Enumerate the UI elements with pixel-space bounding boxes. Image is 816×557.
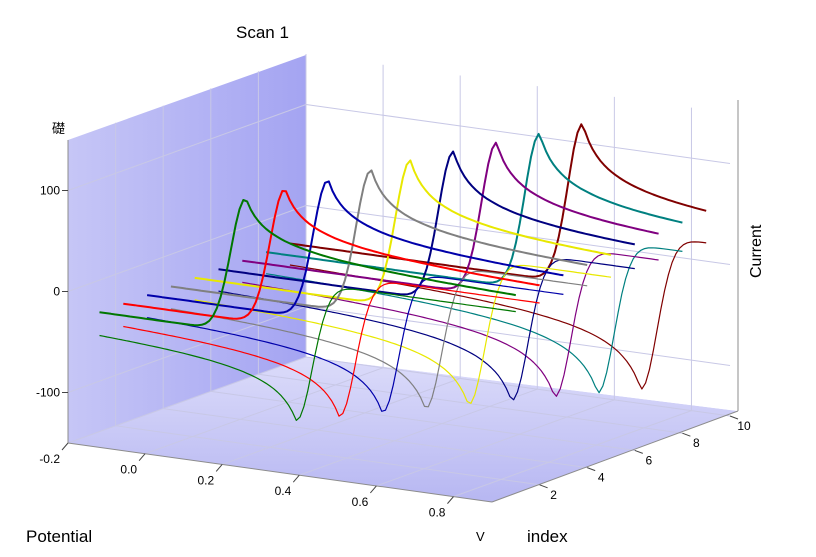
x-tick-label: 0.6 [352,495,369,509]
grid-line [305,104,731,164]
grid-line [163,408,588,469]
tick-mark [447,496,454,504]
grid-line [67,356,307,444]
grid-line [222,377,461,465]
tick-mark [587,467,596,472]
chart-title: Scan 1 [236,23,289,42]
grid-line [305,356,731,417]
potential-axis-line [67,442,493,503]
x-tick-label: 0.2 [197,473,214,487]
cv-curve-forward [170,169,588,308]
x-tick-label: 0.4 [275,484,292,498]
y-axis-title: index [527,527,568,546]
cv-curve-forward [99,199,516,327]
cv-curve-forward [146,180,564,314]
y-tick-label: 2 [550,488,557,502]
y-tick-label: 8 [693,436,700,450]
y-tick-label: 6 [645,453,652,467]
tick-labels: -0.2 0.0 0.2 0.4 0.6 0.8 2 4 6 8 10 100 0 -100 [36,184,751,520]
grid-line [210,390,635,451]
z-unit-label: 礎 [52,121,65,136]
cv-curve-forward [265,132,683,284]
cv-curve-reverse [170,270,588,408]
y-tick-label: 4 [598,471,605,485]
cv-curve-reverse [123,282,540,417]
tick-mark [682,432,691,437]
grid-line [67,306,307,393]
grid-line [144,367,384,455]
y-tick-label: 10 [737,419,751,433]
cv-curve-forward [218,150,636,296]
x-tick-label: 0.0 [120,463,137,477]
grid-line [115,425,540,486]
tick-mark [369,485,377,494]
tick-mark [729,415,739,420]
grid-line [67,205,307,292]
grid-line [453,410,692,498]
grid-line [305,306,731,366]
z-tick-label: 100 [40,184,60,198]
x-tick-label: 0.8 [429,506,446,520]
z-axis-title: Current [748,224,765,278]
tick-mark [292,474,300,483]
grid-line [67,104,307,191]
curves-group [99,123,707,421]
cv-curve-reverse [194,264,612,404]
tick-mark [539,484,548,489]
z-tick-label: 0 [53,285,60,299]
grid-line [299,388,538,476]
z-tick-label: -100 [36,386,60,400]
x-tick-label: -0.2 [39,452,60,466]
grid-line [258,373,683,434]
tick-mark [138,453,146,462]
cv-curve-forward [242,141,659,290]
tick-mark [634,449,643,454]
x-axis-title: Potential [26,527,92,546]
index-axis-line [491,410,739,503]
cv-curve-forward [194,159,612,302]
cv-curve-reverse [146,276,564,412]
cv-curve-forward [123,190,540,320]
cv-curve-reverse [99,288,516,421]
tick-mark [215,464,223,472]
cv-curve-forward [289,123,707,278]
tick-mark [61,442,69,451]
tick-marks [61,190,739,504]
x-unit-label: V [476,529,485,544]
grid-line [376,399,615,487]
